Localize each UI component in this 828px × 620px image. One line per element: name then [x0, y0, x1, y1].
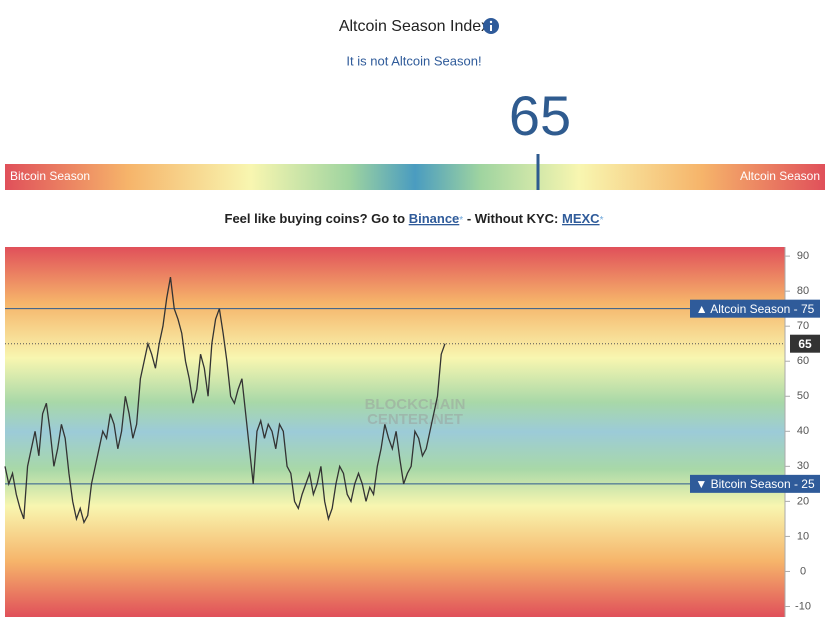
current-label: 65 [798, 337, 812, 351]
info-icon[interactable] [483, 18, 499, 34]
watermark: CENTER.NET [367, 411, 463, 428]
promo-mid: - Without KYC: [467, 211, 559, 226]
status: It is not Altcoin Season! [346, 53, 481, 68]
binance-link[interactable]: Binance [409, 211, 460, 226]
title: Altcoin Season Index [339, 18, 489, 35]
current-box [790, 334, 820, 353]
y-tick-label: 40 [797, 425, 809, 437]
star: * [459, 215, 463, 226]
y-tick-label: 60 [797, 355, 809, 367]
gauge-right-label: Altcoin Season [740, 169, 820, 183]
index-value: 65 [509, 84, 571, 147]
y-tick-label: 50 [797, 390, 809, 402]
threshold-label: ▲ Altcoin Season - 75 [696, 302, 815, 316]
y-tick-label: 10 [797, 530, 809, 542]
star: * [600, 215, 604, 226]
threshold-box [690, 299, 820, 318]
gauge-bar [5, 164, 825, 190]
watermark: BLOCKCHAIN [365, 396, 466, 413]
y-tick-label: 20 [797, 495, 809, 507]
y-tick-label: 80 [797, 285, 809, 297]
y-tick-label: 70 [797, 320, 809, 332]
y-tick-label: 30 [797, 460, 809, 472]
y-tick-label: 90 [797, 250, 809, 262]
gauge-left-label: Bitcoin Season [10, 169, 90, 183]
threshold-box [690, 474, 820, 493]
promo-lead: Feel like buying coins? Go to [225, 211, 406, 226]
mexc-link[interactable]: MEXC [562, 211, 600, 226]
threshold-label: ▼ Bitcoin Season - 25 [695, 477, 815, 491]
y-tick-label: -10 [795, 600, 811, 612]
promo: Feel like buying coins? Go to Binance* -… [225, 211, 604, 226]
index-line [4, 277, 446, 525]
y-tick-label: 0 [800, 565, 806, 577]
